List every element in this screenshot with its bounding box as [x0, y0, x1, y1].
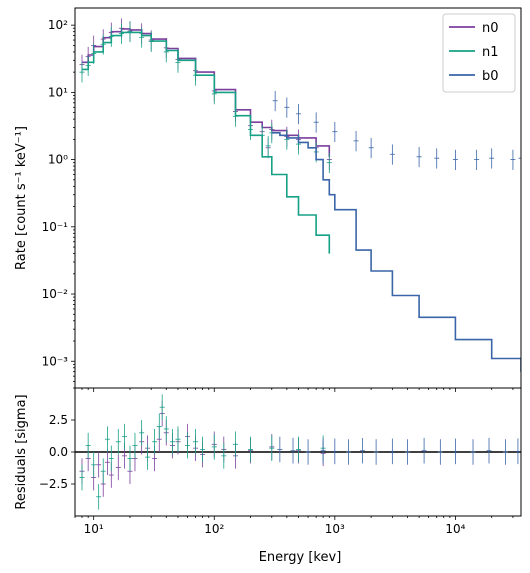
- legend-box: [442, 13, 516, 93]
- y-axis-label-spectrum: Rate [count s⁻¹ keV⁻¹]: [14, 126, 29, 270]
- x-tick-label: 10⁴: [445, 522, 465, 536]
- y-tick-label-residuals: 0.0: [49, 445, 68, 459]
- y-tick-label-residuals: −2.5: [39, 477, 68, 491]
- model-line-n1: [82, 31, 331, 254]
- spectrum-series-layer: [79, 18, 521, 372]
- model-line-b0: [271, 132, 521, 372]
- residuals-axes: 10¹ 10² 10³ 10⁴ −2.5 0.0 2.5: [39, 413, 514, 536]
- y-tick-label-spectrum: 10⁻³: [42, 354, 69, 368]
- x-axis-label: Energy [kev]: [259, 550, 342, 565]
- x-tick-label: 10²: [204, 522, 224, 536]
- y-tick-label-residuals: 2.5: [49, 413, 68, 427]
- y-tick-label-spectrum: 10⁰: [48, 153, 68, 167]
- legend-label-n1: n1: [482, 45, 499, 60]
- y-tick-label-spectrum: 10⁻²: [42, 287, 69, 301]
- y-tick-label-spectrum: 10⁻¹: [42, 220, 69, 234]
- legend-label-b0: b0: [482, 69, 499, 84]
- x-tick-label: 10¹: [84, 522, 104, 536]
- legend: n0 n1 b0: [442, 13, 516, 93]
- y-tick-label-spectrum: 10²: [48, 18, 68, 32]
- y-tick-label-spectrum: 10¹: [48, 85, 68, 99]
- x-tick-label: 10³: [325, 522, 345, 536]
- legend-label-n0: n0: [482, 21, 499, 36]
- y-axis-label-residuals: Residuals [sigma]: [14, 394, 29, 509]
- residual-series-layer: [75, 394, 521, 510]
- spectrum-axes: 10⁻³ 10⁻² 10⁻¹ 10⁰ 10¹ 10²: [42, 18, 514, 392]
